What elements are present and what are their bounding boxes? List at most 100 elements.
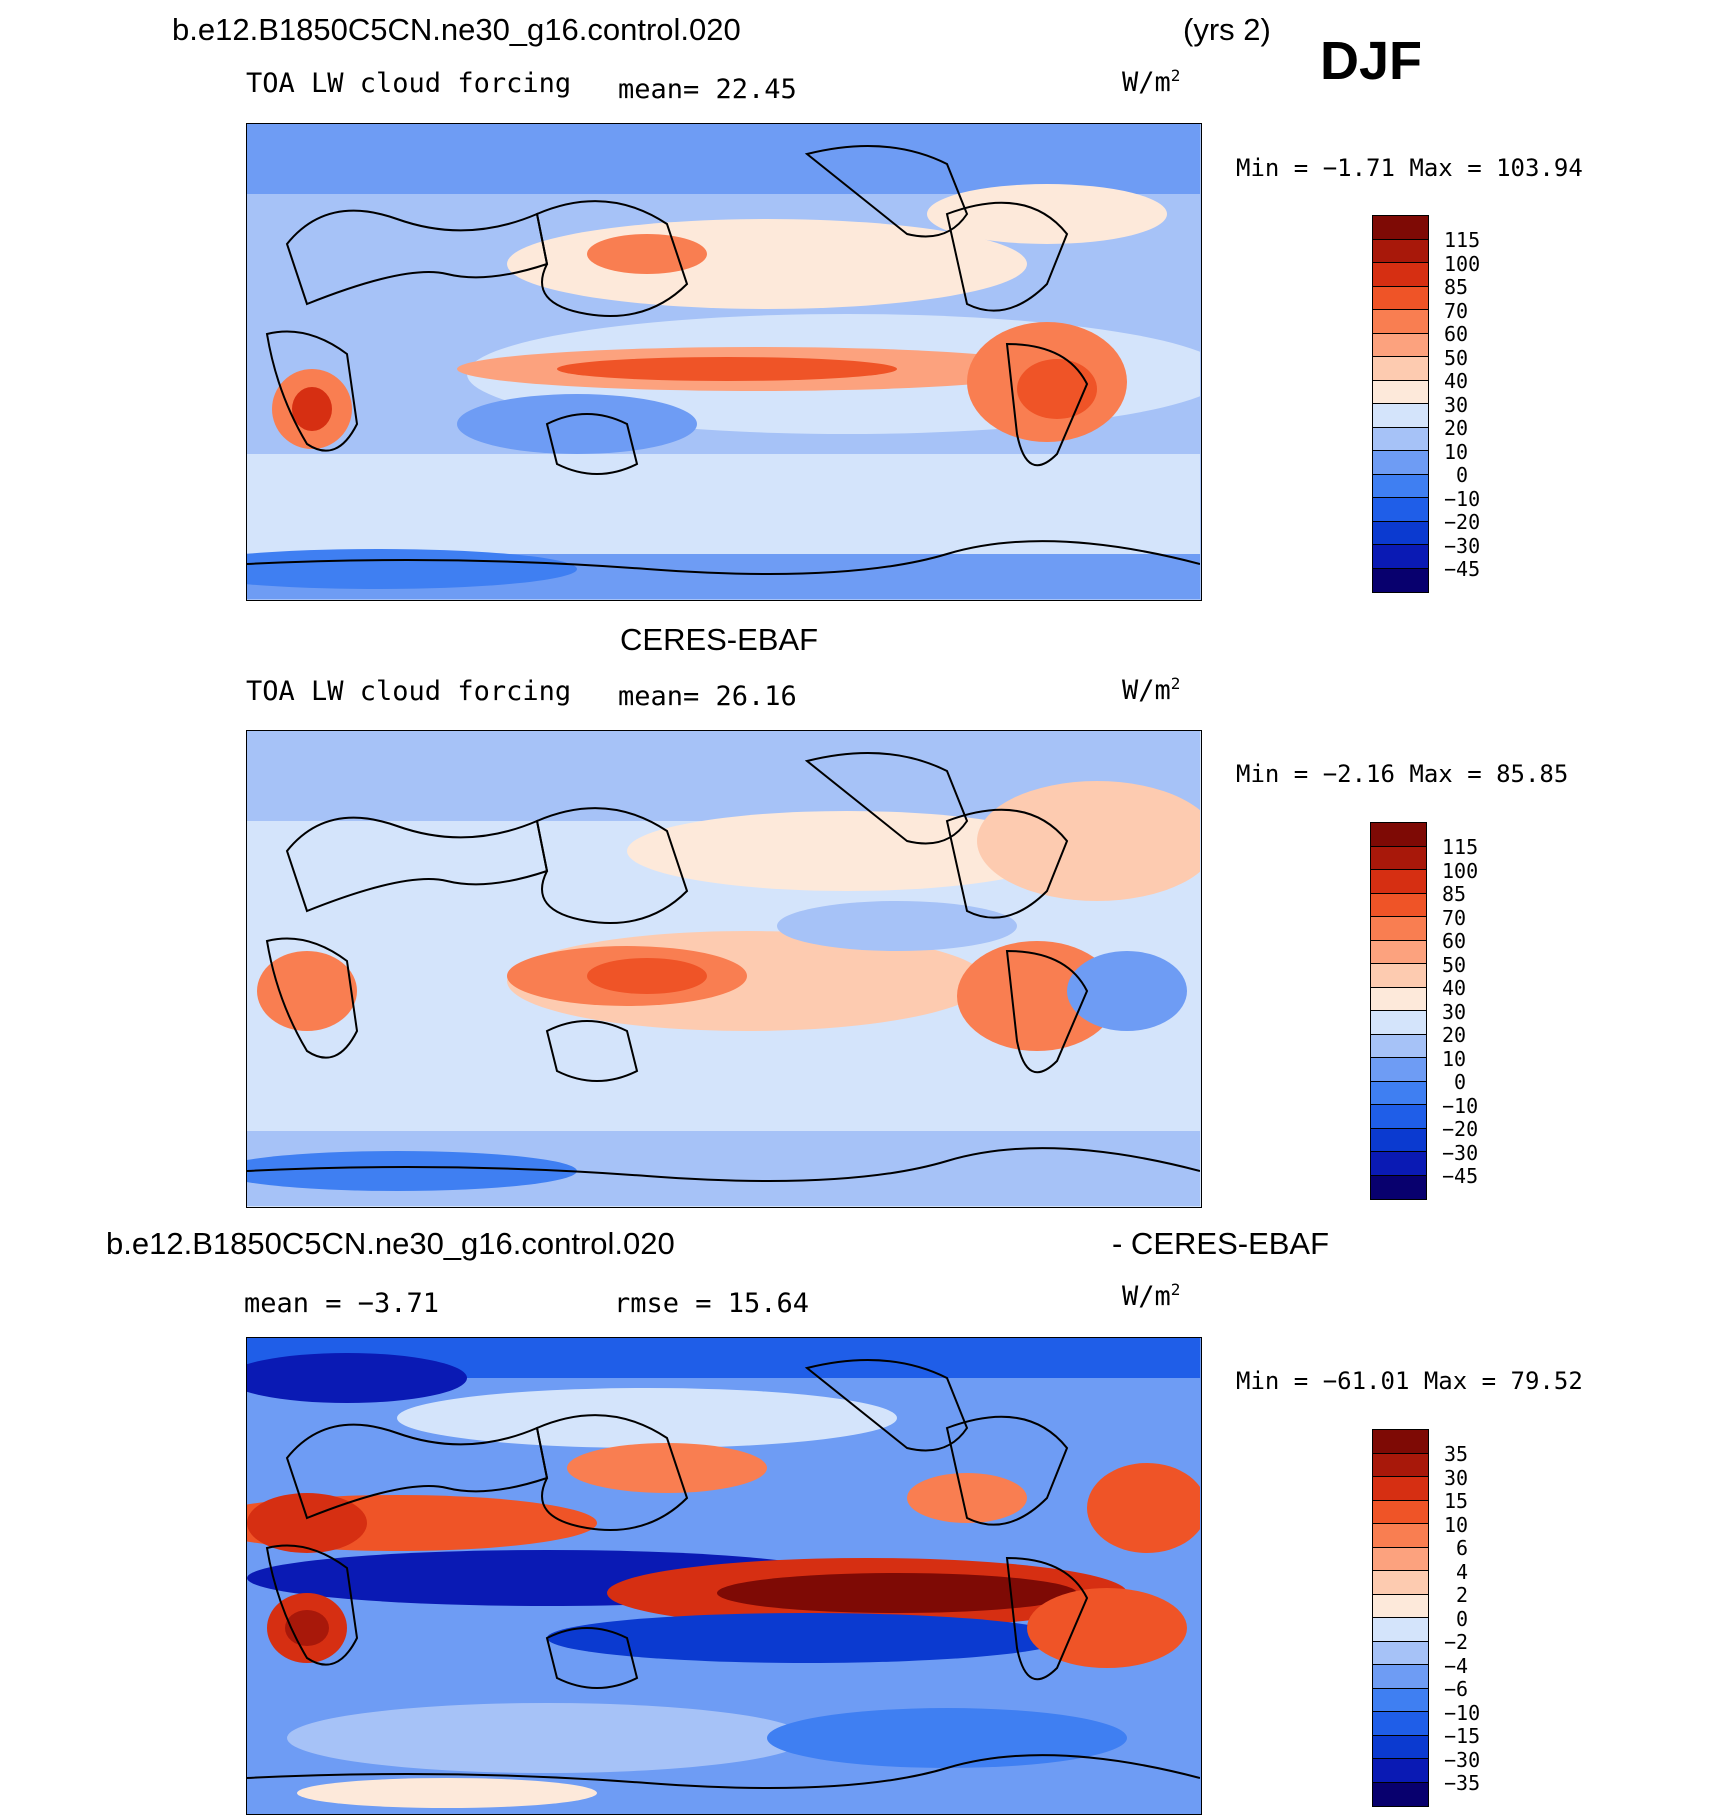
- colorbar-box: [1373, 239, 1428, 263]
- colorbar-tick-label: 35: [1444, 1442, 1469, 1466]
- colorbar-box: [1371, 940, 1426, 964]
- colorbar-box: [1373, 1571, 1428, 1595]
- diff-units: W/m2: [1122, 1280, 1180, 1312]
- colorbar-box: [1371, 1128, 1426, 1152]
- units-base: W/m: [1122, 67, 1171, 98]
- units-exp: 2: [1170, 1280, 1181, 1299]
- colorbar-box: [1373, 498, 1428, 522]
- diff-mean: mean = −3.71: [244, 1288, 440, 1319]
- colorbar-tick-label: 70: [1444, 298, 1469, 323]
- colorbar-box: [1373, 286, 1428, 310]
- colorbar-tick-label: −35: [1444, 1771, 1481, 1795]
- diff-colorbar: [1372, 1429, 1429, 1807]
- units-exp: 2: [1170, 66, 1181, 85]
- colorbar-box: [1373, 404, 1428, 428]
- season-label: DJF: [1320, 31, 1423, 91]
- model-map: [246, 123, 1202, 601]
- colorbar-tick-label: −10: [1444, 1700, 1481, 1725]
- colorbar-tick-label: 0: [1456, 1606, 1469, 1631]
- colorbar-tick-label: −15: [1444, 1724, 1481, 1748]
- colorbar-tick-label: −30: [1444, 1747, 1481, 1772]
- model-field-svg: [247, 124, 1200, 599]
- colorbar-tick-label: 10: [1444, 1512, 1469, 1537]
- units-base: W/m: [1122, 675, 1171, 706]
- obs-colorbar: [1370, 822, 1427, 1200]
- colorbar-tick-label: 100: [1442, 858, 1479, 883]
- colorbar-box: [1371, 846, 1426, 870]
- diff-map: [246, 1337, 1202, 1815]
- obs-variable-label: TOA LW cloud forcing: [246, 676, 572, 707]
- colorbar-tick-label: 10: [1442, 1046, 1467, 1071]
- colorbar-box: [1371, 1058, 1426, 1082]
- colorbar-tick-label: −10: [1442, 1093, 1479, 1118]
- colorbar-tick-label: −2: [1444, 1630, 1469, 1654]
- obs-map: [246, 730, 1202, 1208]
- colorbar-box: [1373, 1759, 1428, 1783]
- diff-field-svg: [247, 1338, 1200, 1813]
- colorbar-tick-label: 40: [1444, 369, 1469, 393]
- colorbar-box: [1373, 1688, 1428, 1712]
- diff-minmax: Min = −61.01 Max = 79.52: [1236, 1367, 1583, 1395]
- colorbar-box: [1373, 357, 1428, 381]
- colorbar-box: [1371, 870, 1426, 894]
- colorbar-tick-label: 30: [1444, 1465, 1469, 1490]
- colorbar-box: [1373, 1430, 1428, 1454]
- colorbar-box: [1373, 333, 1428, 357]
- units-base: W/m: [1122, 1281, 1171, 1312]
- colorbar-box: [1371, 1081, 1426, 1105]
- colorbar-box: [1371, 1034, 1426, 1058]
- model-minmax: Min = −1.71 Max = 103.94: [1236, 154, 1583, 182]
- colorbar-box: [1371, 1105, 1426, 1129]
- colorbar-tick-label: 60: [1444, 322, 1469, 346]
- colorbar-box: [1371, 1175, 1426, 1199]
- obs-minmax: Min = −2.16 Max = 85.85: [1236, 760, 1569, 788]
- colorbar-tick-label: −45: [1442, 1164, 1479, 1188]
- model-mean: mean= 22.45: [618, 74, 797, 105]
- model-units: W/m2: [1122, 66, 1180, 98]
- colorbar-tick-label: −4: [1444, 1653, 1469, 1678]
- case-title: b.e12.B1850C5CN.ne30_g16.control.020: [172, 12, 741, 47]
- colorbar-box: [1373, 1665, 1428, 1689]
- colorbar-box: [1371, 1011, 1426, 1035]
- colorbar-tick-label: 4: [1456, 1559, 1469, 1584]
- colorbar-box: [1373, 216, 1428, 240]
- colorbar-tick-label: 115: [1442, 835, 1479, 859]
- diff-rmse: rmse = 15.64: [614, 1288, 810, 1319]
- units-exp: 2: [1170, 674, 1181, 693]
- colorbar-box: [1373, 310, 1428, 334]
- colorbar-box: [1373, 427, 1428, 451]
- colorbar-tick-label: −20: [1444, 510, 1481, 534]
- colorbar-tick-label: 40: [1442, 976, 1467, 1000]
- colorbar-box: [1373, 1477, 1428, 1501]
- colorbar-tick-label: 30: [1442, 999, 1467, 1024]
- colorbar-tick-label: 30: [1444, 392, 1469, 417]
- colorbar-tick-label: 10: [1444, 439, 1469, 464]
- colorbar-tick-label: 0: [1456, 463, 1469, 487]
- colorbar-box: [1371, 964, 1426, 988]
- colorbar-box: [1373, 1524, 1428, 1548]
- obs-mean: mean= 26.16: [618, 681, 797, 712]
- colorbar-box: [1373, 1641, 1428, 1665]
- colorbar-tick-label: 85: [1442, 882, 1467, 906]
- colorbar-tick-label: 15: [1444, 1489, 1469, 1513]
- colorbar-tick-label: 50: [1442, 952, 1467, 977]
- colorbar-tick-label: 50: [1444, 345, 1469, 370]
- obs-field-svg: [247, 731, 1200, 1206]
- diff-title-right: - CERES-EBAF: [1112, 1226, 1330, 1261]
- colorbar-tick-label: 6: [1456, 1536, 1469, 1560]
- colorbar-tick-label: 100: [1444, 251, 1481, 276]
- colorbar-box: [1373, 1500, 1428, 1524]
- colorbar-tick-label: −30: [1442, 1140, 1479, 1165]
- colorbar-tick-label: 20: [1442, 1023, 1467, 1047]
- colorbar-box: [1373, 380, 1428, 404]
- colorbar-box: [1373, 1547, 1428, 1571]
- colorbar-box: [1371, 893, 1426, 917]
- colorbar-box: [1371, 917, 1426, 941]
- years-label: (yrs 2): [1183, 12, 1271, 47]
- obs-dataset-title: CERES-EBAF: [620, 622, 819, 657]
- obs-units: W/m2: [1122, 674, 1180, 706]
- colorbar-tick-label: −45: [1444, 557, 1481, 581]
- colorbar-box: [1373, 1594, 1428, 1618]
- diff-title-left: b.e12.B1850C5CN.ne30_g16.control.020: [106, 1226, 675, 1261]
- model-colorbar: [1372, 215, 1429, 593]
